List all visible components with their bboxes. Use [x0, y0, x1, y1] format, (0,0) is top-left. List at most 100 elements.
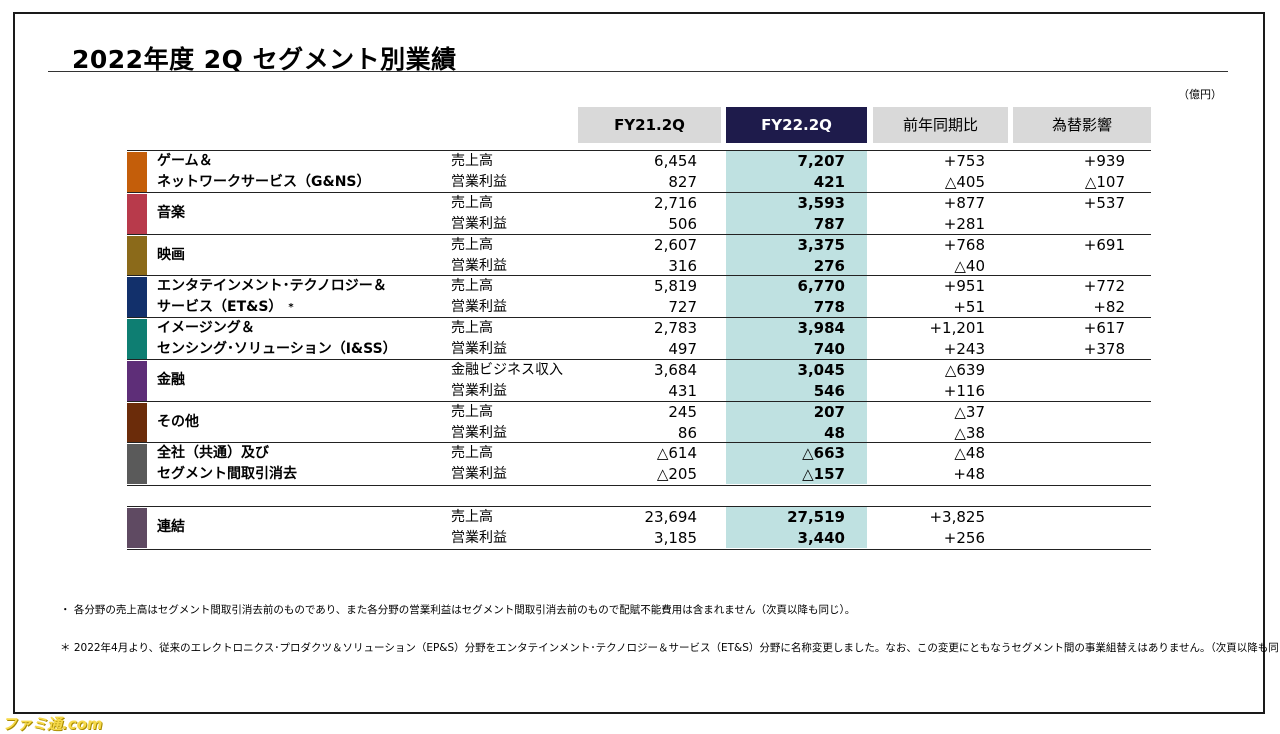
value-fy21: 2,716 [654, 193, 697, 212]
value-fy21: 506 [668, 214, 697, 233]
value-fy21: 86 [677, 423, 697, 442]
metric-line: 金融ビジネス収入 3,684 3,045 △639 [127, 360, 1151, 381]
metric-label: 営業利益 [451, 257, 507, 274]
value-yoy: △40 [954, 256, 985, 275]
value-yoy: +1,201 [929, 319, 985, 337]
value-fy22: 3,375 [797, 235, 845, 254]
metric-label: 売上高 [451, 236, 493, 253]
value-fy21: △205 [656, 465, 697, 484]
segment-name: 全社（共通）及び セグメント間取引消去 [157, 443, 297, 485]
value-fy22: 3,440 [797, 529, 845, 547]
value-fy21: 23,694 [644, 508, 698, 526]
segment-name-line1: エンタテインメント･テクノロジー＆ [157, 278, 387, 295]
metric-line: 営業利益 506 787 +281 [127, 214, 1151, 235]
value-fy22: 27,519 [787, 508, 845, 526]
value-yoy: +753 [943, 152, 985, 170]
segment-name: 金融 [157, 360, 185, 402]
value-fx: +617 [1083, 319, 1125, 337]
value-yoy: +281 [943, 214, 985, 233]
metric-label: 売上高 [451, 403, 493, 420]
metric-line: 営業利益 △205 △157 +48 [127, 464, 1151, 485]
value-fy21: 316 [668, 256, 697, 275]
segment-color-swatch [127, 277, 147, 317]
metric-label: 売上高 [451, 320, 493, 336]
metric-label: 営業利益 [451, 424, 507, 441]
value-fy21: 2,607 [654, 235, 697, 254]
value-fx: +691 [1083, 235, 1125, 254]
metric-label: 金融ビジネス収入 [451, 361, 563, 378]
value-fy22: 421 [813, 173, 845, 191]
segment-name: イメージング＆ センシング･ソリューション（I&SS） [157, 318, 397, 360]
segment-name-line2: サービス（ET&S） [157, 299, 283, 316]
segment-name: 音楽 [157, 193, 185, 235]
metric-line: 売上高 2,607 3,375 +768 +691 [127, 235, 1151, 256]
value-fy22: 3,593 [797, 193, 845, 212]
unit-label: （億円） [1178, 88, 1222, 101]
value-fy21: 3,185 [654, 529, 697, 547]
value-fy21: 827 [668, 173, 697, 191]
segment-row: 音楽 売上高 2,716 3,593 +877 +537 営業利益 506 787 +281 [127, 191, 1151, 235]
segment-row: その他 売上高 245 207 △37 営業利益 86 48 △38 [127, 400, 1151, 444]
value-fy21: △614 [656, 444, 697, 463]
value-yoy: △37 [954, 402, 985, 421]
segment-row: 全社（共通）及び セグメント間取引消去 売上高 △614 △663 △48 営業利益 △205… [127, 442, 1151, 486]
metric-label: 営業利益 [451, 215, 507, 232]
header-fy21: FY21.2Q [578, 107, 721, 143]
value-fx: +939 [1083, 152, 1125, 170]
value-fy22: △663 [802, 444, 845, 463]
watermark-logo: ファミ通.com [2, 715, 103, 733]
segment-name-line1: 音楽 [157, 205, 185, 222]
metric-line: 売上高 23,694 27,519 +3,825 [127, 507, 1151, 528]
value-yoy: +768 [943, 235, 985, 254]
metric-label: 売上高 [451, 509, 493, 525]
value-yoy: +256 [943, 529, 985, 547]
header-fx: 為替影響 [1013, 107, 1151, 143]
segment-color-swatch [127, 508, 147, 548]
value-yoy: △38 [954, 423, 985, 442]
metric-label: 売上高 [451, 194, 493, 211]
metric-line: 売上高 2,783 3,984 +1,201 +617 [127, 318, 1151, 339]
value-fy22: 48 [824, 423, 845, 442]
value-fy22: 778 [813, 298, 845, 317]
value-fy22: 740 [813, 340, 845, 358]
value-fy21: 2,783 [654, 319, 697, 337]
value-yoy: +48 [953, 465, 985, 484]
segment-row: ゲーム＆ ネットワークサービス（G&NS） 売上高 6,454 7,207 +753 +93… [127, 150, 1151, 193]
segment-row: 金融 金融ビジネス収入 3,684 3,045 △639 営業利益 431 546 +116 [127, 358, 1151, 402]
value-fy22: 276 [813, 256, 845, 275]
header-fy22: FY22.2Q [726, 107, 867, 143]
value-fy22: △157 [802, 465, 845, 484]
segment-name-line1: 映画 [157, 246, 185, 263]
value-yoy: +3,825 [929, 508, 985, 526]
segment-name: 映画 [157, 235, 185, 277]
metric-label: 営業利益 [451, 530, 507, 546]
metric-line: 営業利益 827 421 △405 △107 [127, 172, 1151, 193]
fy22-highlight-column-consolidated [726, 506, 867, 548]
value-fy22: 787 [813, 214, 845, 233]
value-yoy: +51 [953, 298, 985, 317]
value-fx: +378 [1083, 340, 1125, 358]
metric-label: 営業利益 [451, 299, 507, 316]
metric-label: 売上高 [451, 278, 493, 295]
value-fy22: 3,984 [797, 319, 845, 337]
metric-line: 営業利益 86 48 △38 [127, 423, 1151, 444]
metric-line: 売上高 245 207 △37 [127, 402, 1151, 423]
segment-name: 連結 [157, 507, 185, 549]
segment-name-line1: ゲーム＆ [157, 152, 213, 169]
value-yoy: +243 [943, 340, 985, 358]
metric-line: 営業利益 431 546 +116 [127, 381, 1151, 402]
value-fy22: 7,207 [797, 152, 845, 170]
metric-line: 売上高 △614 △663 △48 [127, 443, 1151, 464]
metric-label: 売上高 [451, 445, 493, 462]
value-fy21: 3,684 [654, 360, 697, 379]
segment-name-line1: 全社（共通）及び [157, 445, 269, 462]
footnote-marker: * [288, 302, 294, 314]
metric-label: 営業利益 [451, 341, 507, 357]
value-yoy: △639 [944, 360, 985, 379]
metric-label: 営業利益 [451, 466, 507, 483]
segment-name-line1: 金融 [157, 372, 185, 389]
title-divider [48, 71, 1228, 72]
value-fy22: 546 [813, 381, 845, 400]
segment-color-swatch [127, 402, 147, 443]
metric-line: 営業利益 316 276 △40 [127, 256, 1151, 277]
